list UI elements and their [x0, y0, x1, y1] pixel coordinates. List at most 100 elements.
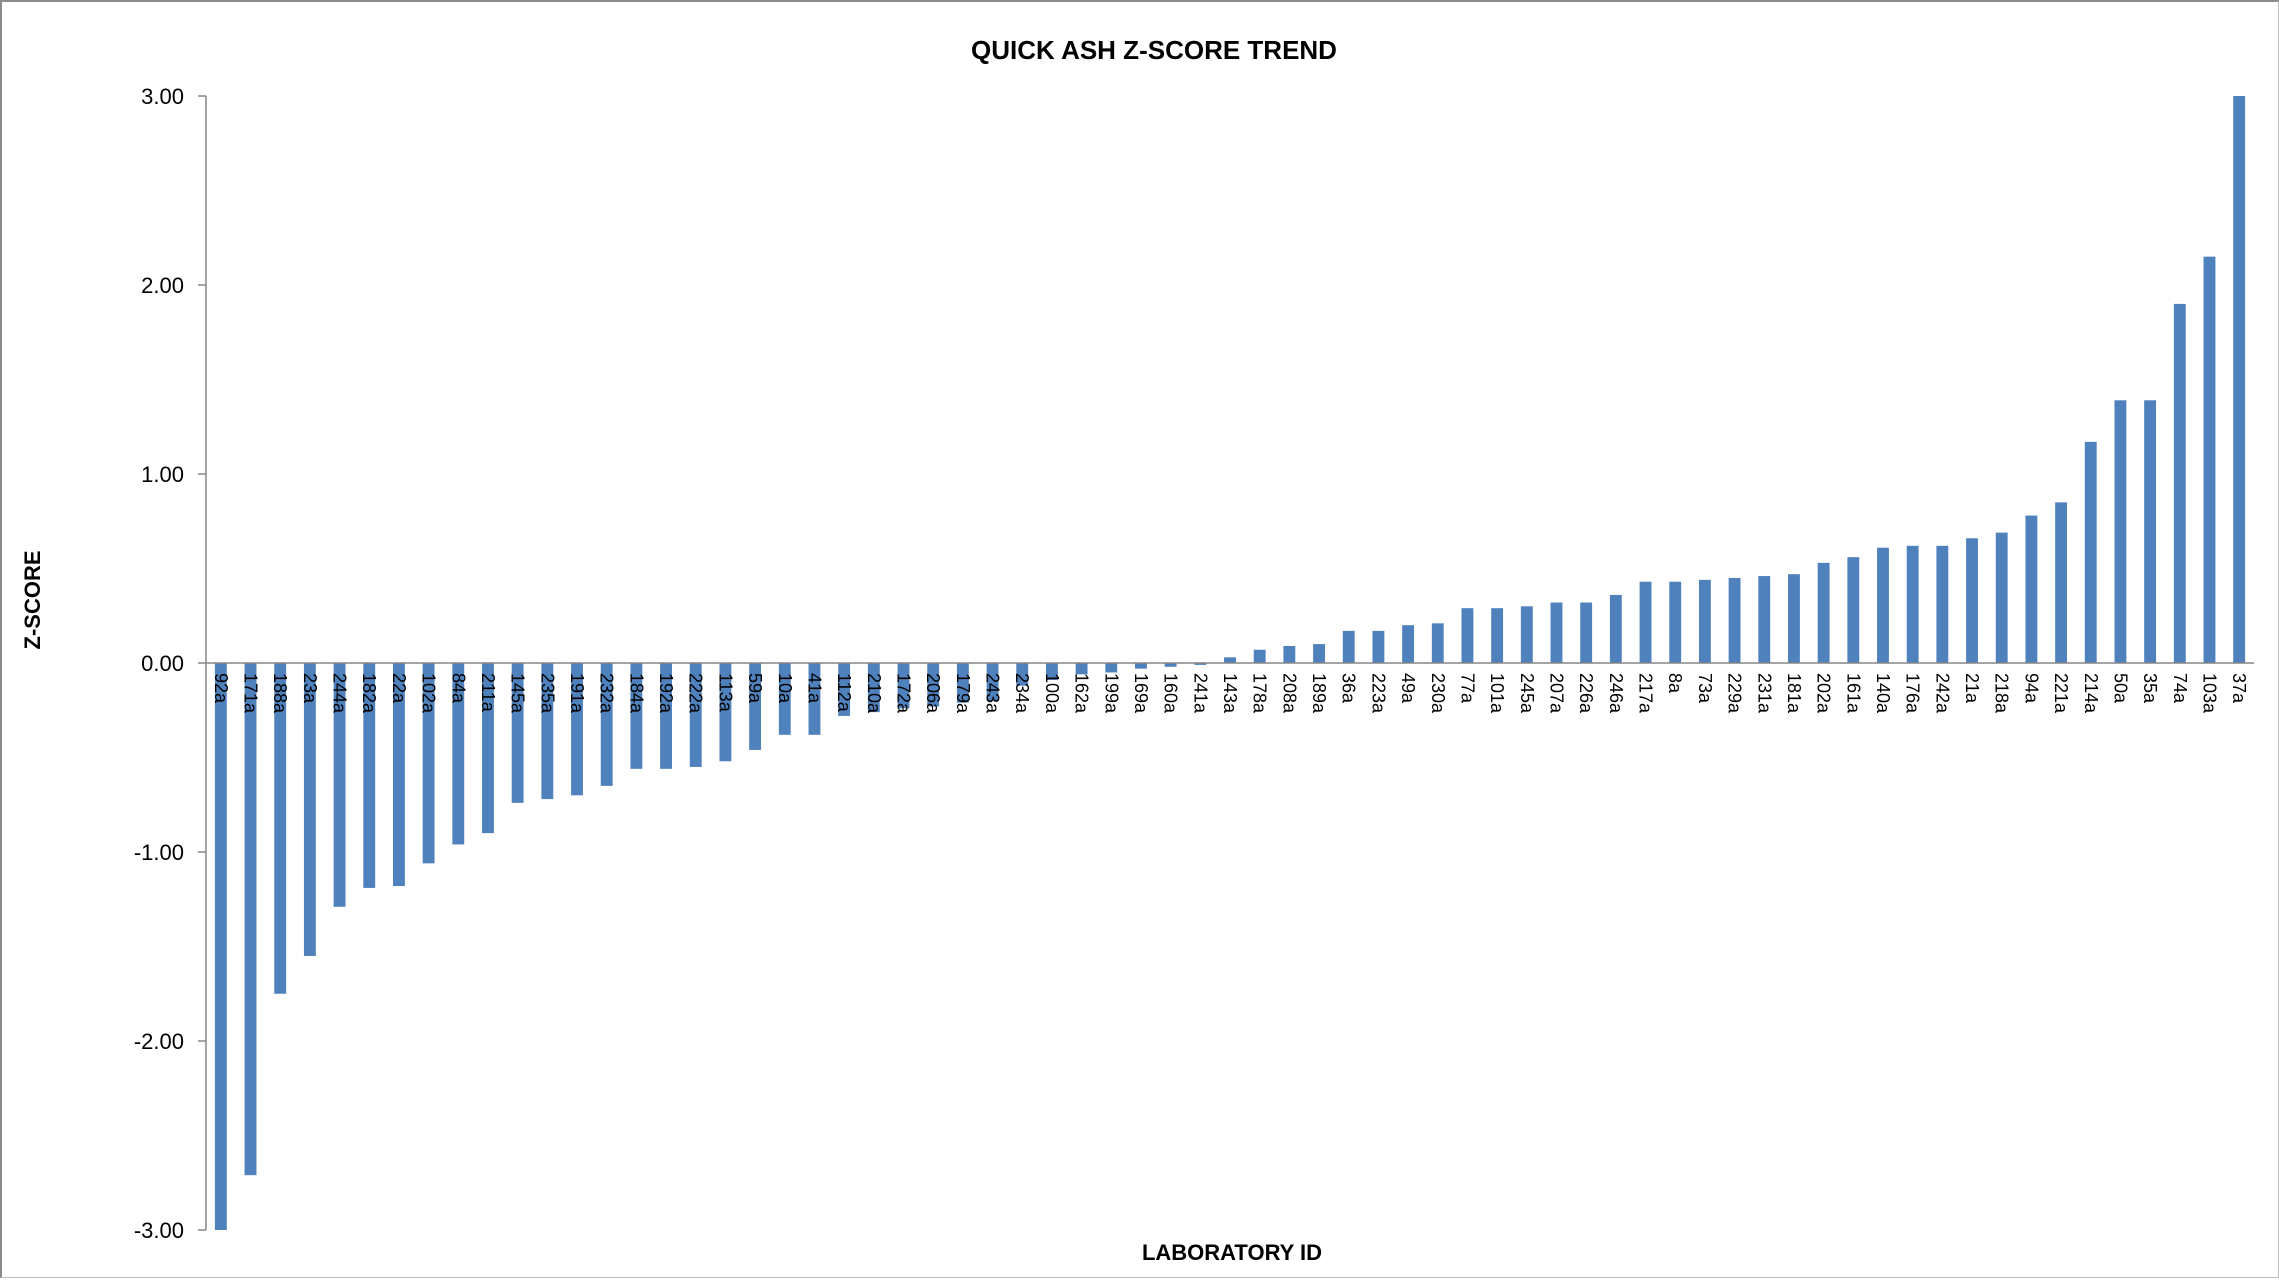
bar-181a: [1788, 574, 1800, 663]
y-tick-label: 2.00: [141, 273, 184, 298]
bar-218a: [1995, 532, 2008, 663]
x-axis-tick-labels: 92a 171a 188a 23a 244a 182a 22a 102a 84a 211a 145a…: [211, 673, 2249, 714]
x-tick-label: 242a: [1932, 673, 1952, 714]
bar-77a: [1461, 608, 1474, 663]
x-tick-label: 232a: [597, 673, 617, 714]
x-tick-label: 74a: [2170, 673, 2190, 704]
x-tick-label: 94a: [2021, 673, 2041, 704]
x-tick-label: 161a: [1843, 673, 1863, 714]
x-tick-label: 37a: [2229, 673, 2249, 704]
x-tick-label: 214a: [2081, 673, 2101, 714]
bar-231a: [1758, 576, 1771, 663]
x-tick-label: 181a: [1784, 673, 1804, 714]
bar-113a: [719, 663, 732, 762]
bar-73a: [1698, 579, 1711, 663]
y-axis: 3.00 2.00 1.00 0.00 -1.00 -2.00 -3.00: [134, 84, 206, 1243]
bar-178a: [1253, 649, 1266, 663]
x-tick-label: 202a: [1814, 673, 1834, 714]
bar-84a: [452, 663, 465, 845]
x-tick-label: 140a: [1873, 673, 1893, 714]
x-tick-label: 92a: [211, 673, 231, 704]
bar-184a: [630, 663, 643, 769]
y-tick-label: -1.00: [134, 840, 184, 865]
bar-74a: [2173, 303, 2186, 663]
bar-171a: [244, 663, 257, 1176]
bar-22a: [392, 663, 405, 887]
x-tick-label: 103a: [2199, 673, 2219, 714]
bar-176a: [1906, 545, 1919, 663]
y-tick-label: 0.00: [141, 651, 184, 676]
bar-221a: [2055, 502, 2068, 663]
bar-243a: [986, 663, 999, 701]
bar-102a: [422, 663, 435, 864]
bar-50a: [2114, 400, 2127, 663]
x-tick-label: 162a: [1072, 673, 1092, 714]
bar-162a: [1075, 663, 1088, 675]
bar-188a: [274, 663, 287, 994]
x-tick-label: 77a: [1457, 673, 1477, 704]
x-tick-label: 210a: [864, 673, 884, 714]
x-tick-label: 178a: [1250, 673, 1270, 714]
bar-241a: [1194, 663, 1207, 665]
y-axis-label: Z-SCORE: [20, 551, 45, 650]
bar-160a: [1164, 663, 1177, 667]
bar-206a: [927, 663, 940, 707]
x-tick-label: 8a: [1665, 673, 1685, 694]
bar-59a: [749, 663, 762, 750]
x-tick-label: 22a: [389, 673, 409, 704]
x-tick-label: 199a: [1101, 673, 1121, 714]
bar-41a: [808, 663, 821, 735]
bar-8a: [1669, 581, 1682, 663]
bar-226a: [1580, 602, 1593, 663]
bar-246a: [1609, 594, 1622, 663]
x-tick-label: 10a: [775, 673, 795, 704]
x-tick-label: 36a: [1339, 673, 1359, 704]
bar-223a: [1372, 630, 1385, 663]
x-tick-label: 241a: [1190, 673, 1210, 714]
bar-23a: [303, 663, 316, 956]
bar-191a: [571, 663, 583, 796]
x-tick-label: 244a: [330, 673, 350, 714]
bar-36a: [1342, 630, 1355, 663]
x-tick-label: 113a: [715, 673, 735, 713]
bar-94a: [2025, 515, 2038, 663]
x-tick-label: 143a: [1220, 673, 1240, 714]
x-tick-label: 41a: [804, 673, 824, 704]
bar-10a: [778, 663, 791, 735]
y-tick-label: 1.00: [141, 462, 184, 487]
chart-title: QUICK ASH Z-SCORE TREND: [971, 35, 1337, 65]
x-tick-label: 73a: [1695, 673, 1715, 704]
x-tick-label: 112a: [834, 673, 854, 713]
x-tick-label: 169a: [1131, 673, 1151, 714]
x-tick-label: 218a: [1992, 673, 2012, 714]
bar-199a: [1105, 663, 1118, 673]
x-tick-label: 221a: [2051, 673, 2071, 714]
bar-208a: [1283, 645, 1296, 663]
bar-192a: [660, 663, 672, 769]
x-tick-label: 21a: [1962, 673, 1982, 704]
x-tick-label: 188a: [270, 673, 290, 714]
y-tick-label: 3.00: [141, 84, 184, 109]
x-tick-label: 230a: [1428, 673, 1448, 714]
bar-101a: [1491, 608, 1504, 663]
x-tick-label: 182a: [359, 673, 379, 714]
bar-222a: [689, 663, 702, 767]
x-tick-label: 84a: [448, 673, 468, 704]
bar-169a: [1135, 663, 1147, 669]
x-tick-label: 176a: [1903, 673, 1923, 714]
bar-179a: [956, 663, 969, 703]
bar-211a: [482, 663, 494, 834]
bar-189a: [1313, 644, 1325, 663]
bar-143a: [1224, 657, 1236, 663]
x-tick-label: 49a: [1398, 673, 1418, 704]
bar-202a: [1817, 562, 1830, 663]
x-tick-label: 206a: [923, 673, 943, 714]
x-tick-label: 101a: [1487, 673, 1507, 714]
x-tick-label: 35a: [2140, 673, 2160, 704]
bar-172a: [897, 663, 910, 709]
x-tick-label: 211a: [478, 673, 498, 713]
y-tick-label: -3.00: [134, 1218, 184, 1243]
bar-210a: [867, 663, 880, 713]
